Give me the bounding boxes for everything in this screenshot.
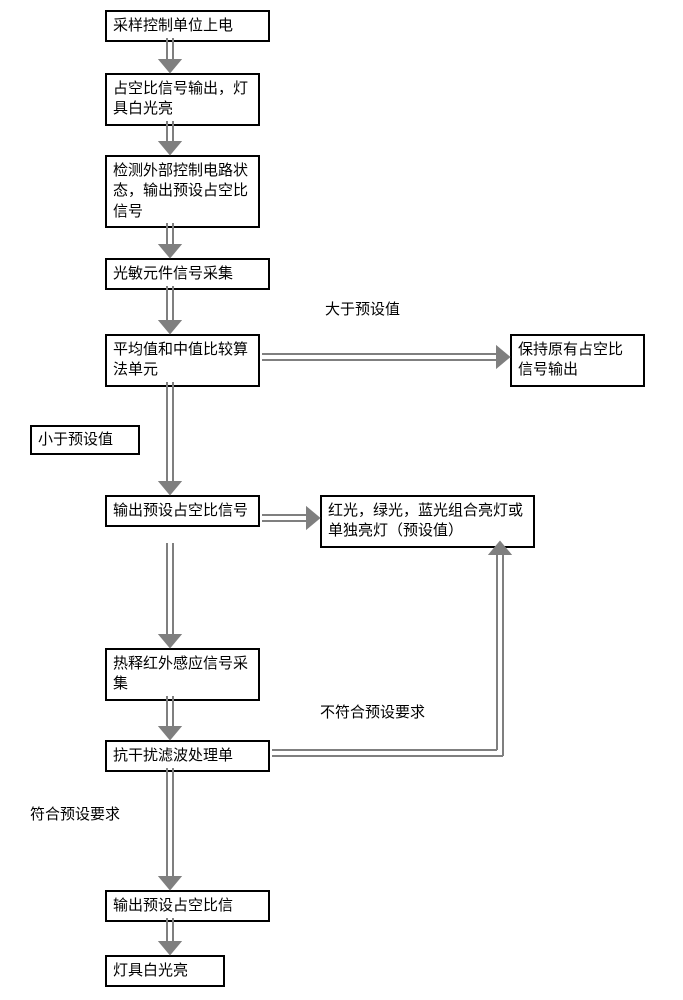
label-meets-preset: 符合预设要求 <box>30 805 120 825</box>
node-detect-external: 检测外部控制电路状态，输出预设占空比信号 <box>105 155 260 228</box>
label-greater-than-preset: 大于预设值 <box>325 300 400 320</box>
node-anti-interference: 抗干扰滤波处理单 <box>105 740 270 772</box>
label-less-than-preset: 小于预设值 <box>30 425 140 455</box>
node-photo-sensor: 光敏元件信号采集 <box>105 258 270 290</box>
node-duty-output: 占空比信号输出，灯具白光亮 <box>105 73 260 126</box>
node-keep-duty: 保持原有占空比信号输出 <box>510 334 645 387</box>
node-output-preset-duty-2: 输出预设占空比信 <box>105 890 270 922</box>
node-power-on: 采样控制单位上电 <box>105 10 270 42</box>
node-pir-signal: 热释红外感应信号采集 <box>105 648 260 701</box>
node-rgb-light: 红光，绿光，蓝光组合亮灯或单独亮灯（预设值） <box>320 495 535 548</box>
node-output-preset-duty: 输出预设占空比信号 <box>105 495 260 527</box>
node-white-light: 灯具白光亮 <box>105 955 225 987</box>
node-avg-median: 平均值和中值比较算法单元 <box>105 334 260 387</box>
label-not-meet-preset: 不符合预设要求 <box>320 703 430 723</box>
